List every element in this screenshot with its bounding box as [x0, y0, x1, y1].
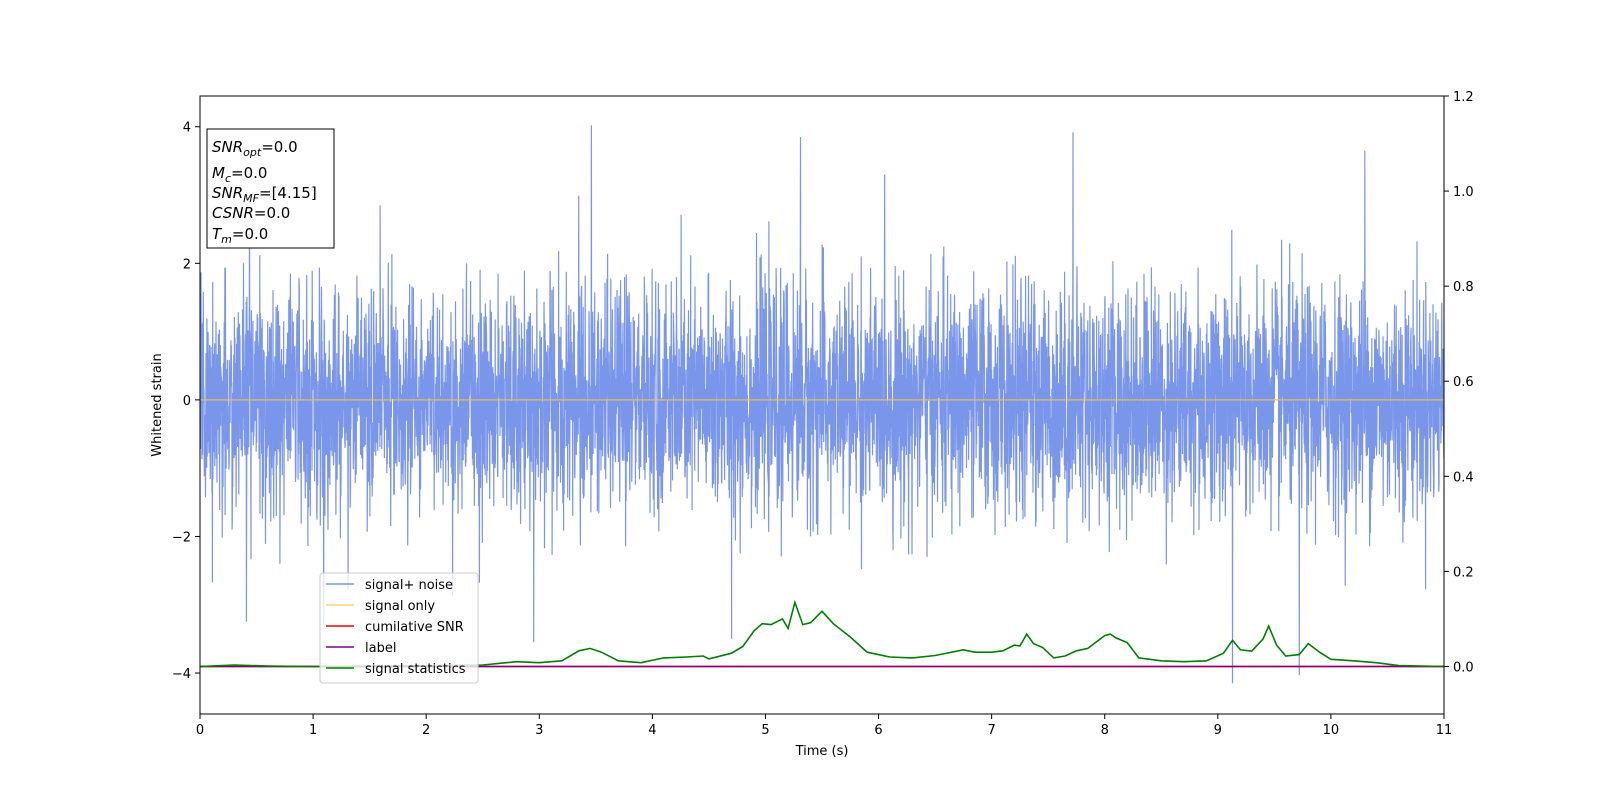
y-tick-label: 2: [183, 257, 191, 272]
legend-label-signal-noise: signal+ noise: [365, 578, 453, 593]
y2-tick-label: 0.8: [1453, 280, 1474, 295]
y-tick-label: −4: [172, 667, 191, 682]
series-signal-statistics: [200, 599, 1444, 668]
info-line-snr-opt: SNRopt=0.0: [212, 138, 298, 159]
legend-label-signal-statistics: signal statistics: [365, 662, 466, 677]
legend: signal+ noise signal only cumilative SNR…: [319, 572, 479, 684]
x-tick-label: 9: [1214, 723, 1222, 738]
y2-tick-label: 0.4: [1453, 470, 1474, 485]
y2-tick-label: 0.0: [1453, 660, 1474, 675]
plot-frame: [199, 95, 1445, 715]
info-box-frame: [206, 128, 335, 249]
info-line-tm: Tm=0.0: [212, 225, 268, 246]
info-box: SNRopt=0.0 Mc=0.0 SNRMF=[4.15] CSNR=0.0 …: [206, 128, 335, 249]
y2-tick-label: 0.2: [1453, 565, 1474, 580]
y-tick-label: 0: [183, 394, 191, 409]
x-tick-label: 2: [422, 723, 430, 738]
x-tick-label: 10: [1323, 723, 1340, 738]
info-line-snr-mf: SNRMF=[4.15]: [212, 184, 317, 205]
legend-label-cumulative-snr: cumilative SNR: [365, 620, 464, 635]
x-tick-label: 8: [1101, 723, 1109, 738]
y-tick-label: −2: [172, 530, 191, 545]
x-tick-label: 5: [761, 723, 769, 738]
legend-frame: [319, 572, 479, 684]
y2-tick-label: 0.6: [1453, 375, 1474, 390]
info-line-csnr: CSNR=0.0: [212, 204, 290, 222]
y-axis-label: Whitened strain: [150, 353, 165, 456]
y2-tick-label: 1.0: [1453, 185, 1474, 200]
y-tick-label: 4: [183, 121, 191, 136]
x-tick-label: 1: [309, 723, 317, 738]
x-axis-label: Time (s): [795, 744, 849, 759]
info-line-mc: Mc=0.0: [212, 164, 267, 185]
y2-tick-label: 1.2: [1453, 90, 1474, 105]
x-tick-label: 6: [874, 723, 882, 738]
legend-label-label: label: [365, 641, 396, 656]
series-signal-noise: [200, 125, 1444, 684]
x-tick-label: 0: [196, 723, 204, 738]
x-tick-label: 4: [648, 723, 656, 738]
legend-label-signal-only: signal only: [365, 599, 435, 614]
x-tick-label: 3: [535, 723, 543, 738]
x-tick-label: 11: [1436, 723, 1453, 738]
x-tick-label: 7: [987, 723, 995, 738]
axes: 0 1 2 3 4 5 6 7 8 9 10 11 −4 −2 0 2 4 0.0 0.2 0.4 0.6 0.8 1.0 1…: [172, 90, 1474, 738]
